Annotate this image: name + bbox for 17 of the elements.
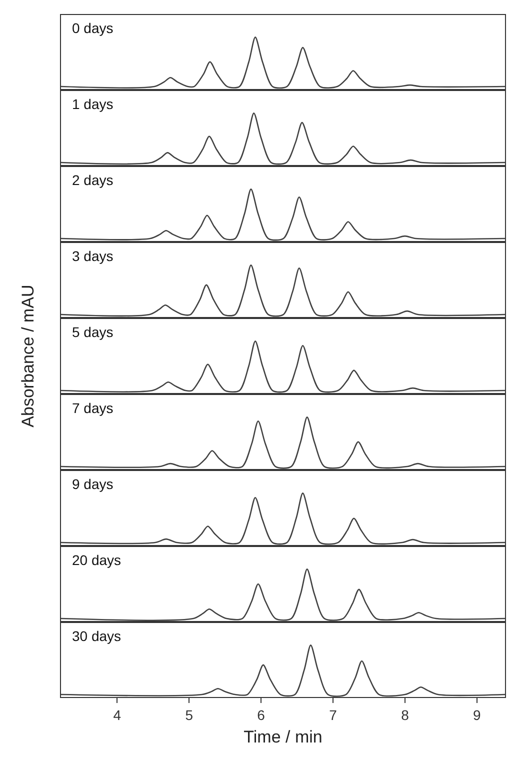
x-tick-label: 7 — [329, 707, 338, 723]
x-axis-title: Time / min — [244, 727, 322, 746]
chart-title: 20 days — [72, 552, 122, 568]
x-tick-label: 8 — [401, 707, 410, 723]
y-axis-title: Absorbance / mAU — [18, 284, 38, 428]
chart-title: 0 days — [72, 20, 114, 36]
chart-title: 3 days — [72, 248, 114, 264]
x-tick-label: 5 — [185, 707, 194, 723]
x-tick-label: 4 — [113, 707, 122, 723]
chart-title: 30 days — [72, 628, 122, 644]
x-tick-label: 6 — [257, 707, 266, 723]
chart-title: 7 days — [72, 400, 114, 416]
chart-title: 1 days — [72, 96, 114, 112]
chart-title: 2 days — [72, 172, 114, 188]
chart-title: 9 days — [72, 476, 114, 492]
chart-title: 5 days — [72, 324, 114, 340]
x-tick-label: 9 — [473, 707, 482, 723]
